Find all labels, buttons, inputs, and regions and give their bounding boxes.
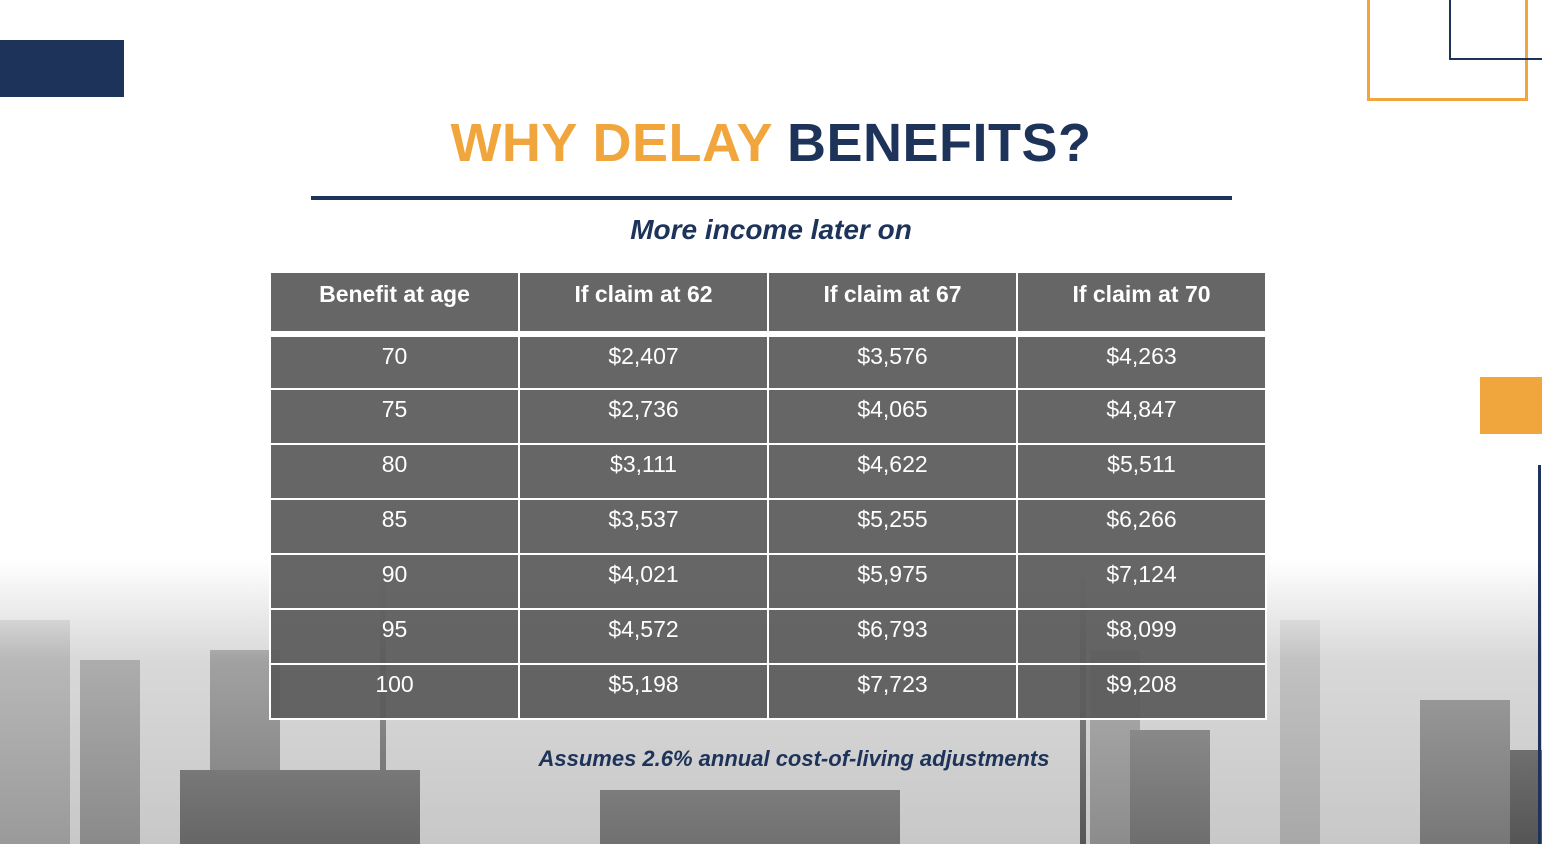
table-row: 90 $4,021 $5,975 $7,124 xyxy=(269,553,1267,610)
table-cell: $6,266 xyxy=(1016,498,1267,555)
header-cell: If claim at 70 xyxy=(1016,271,1267,337)
table-cell: $5,198 xyxy=(518,663,769,720)
table-row: 85 $3,537 $5,255 $6,266 xyxy=(269,498,1267,555)
footnote: Assumes 2.6% annual cost-of-living adjus… xyxy=(538,746,1050,771)
decor-block xyxy=(0,40,124,97)
decor-frame xyxy=(1449,0,1542,60)
decor-block xyxy=(1480,377,1542,434)
header-cell: If claim at 67 xyxy=(767,271,1018,337)
table-cell: 95 xyxy=(269,608,520,665)
table-cell: $3,111 xyxy=(518,443,769,500)
table-row: 75 $2,736 $4,065 $4,847 xyxy=(269,388,1267,445)
table-cell: 90 xyxy=(269,553,520,610)
title-rule xyxy=(311,196,1232,200)
table-row: 80 $3,111 $4,622 $5,511 xyxy=(269,443,1267,500)
table-cell: $3,576 xyxy=(767,333,1018,390)
table-cell: 75 xyxy=(269,388,520,445)
table-cell: $5,975 xyxy=(767,553,1018,610)
table-cell: 100 xyxy=(269,663,520,720)
decor-frame xyxy=(1367,0,1528,101)
table-cell: $4,065 xyxy=(767,388,1018,445)
title-main: BENEFITS? xyxy=(787,113,1092,173)
table-row: 95 $4,572 $6,793 $8,099 xyxy=(269,608,1267,665)
table-cell: 80 xyxy=(269,443,520,500)
table-cell: $5,511 xyxy=(1016,443,1267,500)
table-cell: $4,847 xyxy=(1016,388,1267,445)
table-cell: $2,736 xyxy=(518,388,769,445)
subtitle: More income later on xyxy=(630,214,912,245)
table-cell: $4,263 xyxy=(1016,333,1267,390)
table-cell: $5,255 xyxy=(767,498,1018,555)
table-cell: $4,021 xyxy=(518,553,769,610)
table-cell: $7,723 xyxy=(767,663,1018,720)
table-cell: $3,537 xyxy=(518,498,769,555)
title-accent: WHY DELAY xyxy=(450,113,774,173)
header-row: Benefit at age If claim at 62 If claim at … xyxy=(269,271,1267,337)
table-cell: $9,208 xyxy=(1016,663,1267,720)
table-cell: $4,622 xyxy=(767,443,1018,500)
header-cell: If claim at 62 xyxy=(518,271,769,337)
table-row: 70 $2,407 $3,576 $4,263 xyxy=(269,333,1267,390)
benefit-table: Benefit at age If claim at 62 If claim at … xyxy=(269,271,1267,720)
title: WHY DELAY BENEFITS? xyxy=(0,112,1542,174)
header-cell: Benefit at age xyxy=(269,271,520,337)
table-cell: $4,572 xyxy=(518,608,769,665)
table-cell: $2,407 xyxy=(518,333,769,390)
table-cell: $8,099 xyxy=(1016,608,1267,665)
table-cell: 85 xyxy=(269,498,520,555)
table-cell: $6,793 xyxy=(767,608,1018,665)
table-cell: 70 xyxy=(269,333,520,390)
table-cell: $7,124 xyxy=(1016,553,1267,610)
decor-line xyxy=(1538,465,1541,844)
table-row: 100 $5,198 $7,723 $9,208 xyxy=(269,663,1267,720)
